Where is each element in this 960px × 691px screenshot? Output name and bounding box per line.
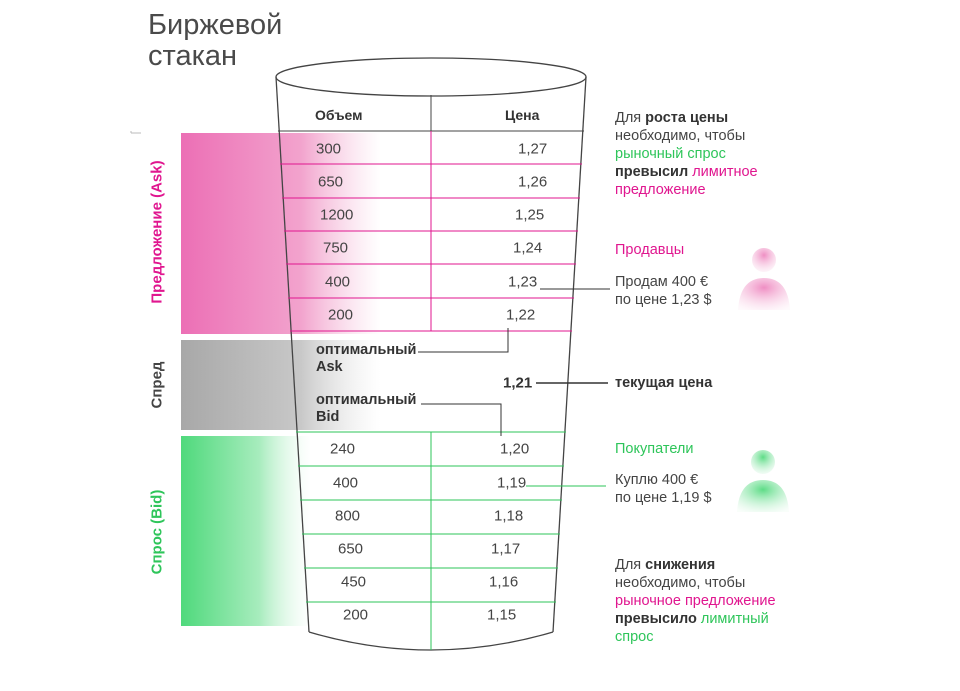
bid-volume: 400 xyxy=(333,474,359,492)
ask-grid xyxy=(280,131,582,332)
ask-volume: 750 xyxy=(323,239,349,257)
bid-price: 1,18 xyxy=(494,507,524,525)
fall-note: Для снижения необходимо, чтобы рыночное … xyxy=(615,557,776,645)
best-bid-label: оптимальный Bid xyxy=(316,392,417,425)
ask-volume: 400 xyxy=(325,273,351,291)
ask-volume: 300 xyxy=(316,140,342,158)
bid-price: 1,15 xyxy=(487,606,517,624)
bid-volume: 450 xyxy=(341,573,367,591)
ask-price: 1,25 xyxy=(515,206,545,224)
bid-side-label: Спрос (Bid) xyxy=(148,489,166,575)
spread-side-label: Спред xyxy=(148,361,166,409)
ask-price: 1,26 xyxy=(518,173,548,191)
buyers-label: Покупатели xyxy=(615,441,694,457)
bid-price: 1,16 xyxy=(489,573,519,591)
current-price-value: 1,21 xyxy=(503,374,533,392)
seller-person-icon xyxy=(738,248,790,310)
ask-price: 1,24 xyxy=(513,239,543,257)
title-line-2: стакан xyxy=(148,40,238,72)
ask-volume: 200 xyxy=(328,306,354,324)
current-price-label: текущая цена xyxy=(615,375,713,391)
volume-header: Объем xyxy=(315,107,363,123)
buyer-person-icon xyxy=(737,450,789,512)
bid-volume: 800 xyxy=(335,507,361,525)
bid-volume: 240 xyxy=(330,440,356,458)
bid-price: 1,20 xyxy=(500,440,530,458)
sellers-label: Продавцы xyxy=(615,242,685,258)
ask-side-label: Предложение (Ask) xyxy=(148,160,166,304)
bid-grid xyxy=(296,431,566,650)
buy-order-note: Куплю 400 € по цене 1,19 $ xyxy=(615,472,712,506)
ask-volume: 650 xyxy=(318,173,344,191)
bid-volume: 200 xyxy=(343,606,369,624)
ask-price: 1,22 xyxy=(506,306,536,324)
best-ask-leader xyxy=(418,328,509,353)
ask-price: 1,27 xyxy=(518,140,548,158)
rise-note: Для роста цены необходимо, чтобы рыночны… xyxy=(615,110,758,198)
sell-order-note: Продам 400 € по цене 1,23 $ xyxy=(615,274,712,308)
best-bid-leader xyxy=(421,403,502,436)
bid-volume: 650 xyxy=(338,540,364,558)
price-header: Цена xyxy=(505,107,540,123)
ask-volume: 1200 xyxy=(320,206,354,224)
page-title: Биржевой стакан xyxy=(148,10,282,72)
ask-price: 1,23 xyxy=(508,273,538,291)
title-line-1: Биржевой xyxy=(148,9,283,41)
bid-band xyxy=(181,436,311,626)
best-ask-label: оптимальный Ask xyxy=(316,342,417,375)
bid-price: 1,17 xyxy=(491,540,521,558)
spread-band xyxy=(181,340,381,430)
bid-price: 1,19 xyxy=(497,474,527,492)
glass-rim xyxy=(275,57,587,97)
